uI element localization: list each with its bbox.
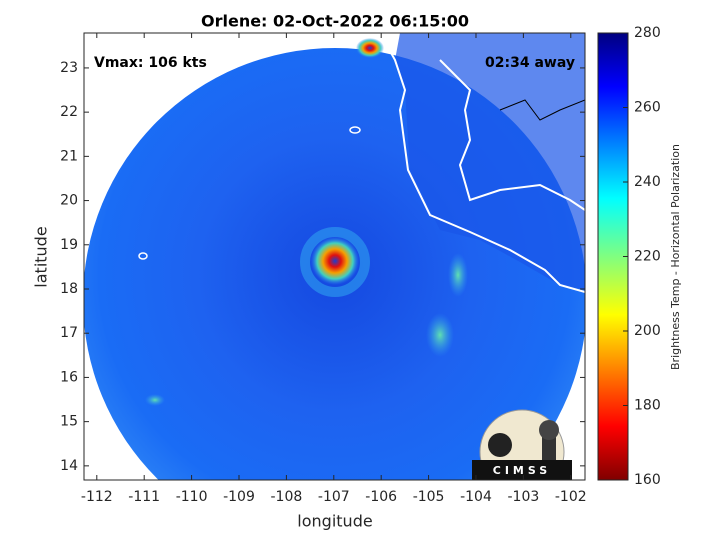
rainband: [448, 253, 468, 297]
colorbar-tick-label: 220: [634, 249, 661, 265]
title: Orlene: 02-Oct-2022 06:15:00: [201, 12, 469, 31]
border: [439, 59, 585, 211]
plot-frame: [83, 32, 586, 481]
y-axis-label: latitude: [32, 226, 51, 287]
y-tick-label: 22: [60, 104, 78, 120]
colorbar-tick-label: 180: [634, 398, 661, 414]
y-tick-label: 16: [60, 369, 78, 385]
island: [349, 126, 361, 134]
rainband: [426, 313, 454, 357]
y-tick-label: 14: [60, 458, 78, 474]
x-tick-label: -107: [318, 489, 350, 505]
x-tick-label: -102: [555, 489, 587, 505]
logo: CIMSS: [472, 409, 572, 480]
y-tick-label: 23: [60, 60, 78, 76]
x-axis-label: longitude: [297, 512, 372, 531]
eyewall-ring: [300, 227, 370, 297]
x-tick-label: -110: [176, 489, 208, 505]
x-tick-label: -103: [507, 489, 539, 505]
colorbar-tick-label: 200: [634, 323, 661, 339]
colorbar-tick-label: 260: [634, 100, 661, 116]
y-tick-label: 20: [60, 193, 78, 209]
y-tick-label: 17: [60, 325, 78, 341]
x-tick-label: -104: [460, 489, 492, 505]
y-tick-label: 21: [60, 148, 78, 164]
colorbar-label: Brightness Temp - Horizontal Polarizatio…: [669, 144, 682, 370]
coastline: [379, 33, 585, 293]
island: [138, 252, 148, 260]
y-tick-label: 18: [60, 281, 78, 297]
eye: [311, 237, 359, 285]
satellite-image: CIMSS: [84, 33, 585, 480]
coastline-outside: [499, 99, 585, 121]
y-tick-label: 19: [60, 237, 78, 253]
rainband: [145, 394, 165, 406]
x-tick-label: -109: [223, 489, 255, 505]
x-tick-label: -108: [271, 489, 303, 505]
logo-text: CIMSS: [493, 464, 551, 477]
time-annotation: 02:34 away: [485, 55, 575, 71]
land: [395, 33, 585, 290]
vmax-annotation: Vmax: 106 kts: [94, 55, 207, 71]
x-tick-label: -105: [413, 489, 445, 505]
x-tick-label: -111: [128, 489, 160, 505]
colorbar-tick-label: 240: [634, 174, 661, 190]
y-tick-label: 15: [60, 414, 78, 430]
colorbar-tick-label: 160: [634, 472, 661, 488]
x-tick-label: -106: [365, 489, 397, 505]
hot-spot: [356, 38, 384, 58]
x-tick-label: -112: [81, 489, 113, 505]
colorbar-tick-label: 280: [634, 25, 661, 41]
